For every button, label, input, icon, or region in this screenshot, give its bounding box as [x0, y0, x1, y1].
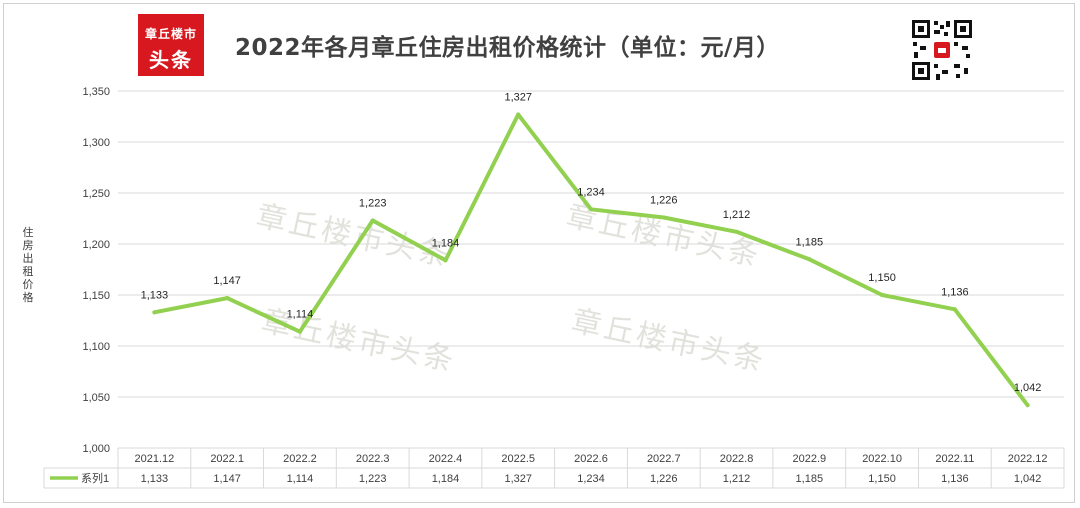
- data-label: 1,114: [287, 309, 314, 321]
- table-value: 1,327: [504, 473, 532, 485]
- data-point: [880, 293, 885, 297]
- y-tick-label: 1,250: [82, 188, 110, 200]
- chart-title: 2022年各月章丘住房出租价格统计（单位：元/月）: [235, 35, 780, 61]
- data-label: 1,147: [213, 275, 241, 287]
- x-tick-label: 2022.1: [210, 453, 244, 465]
- x-tick-label: 2022.12: [1008, 453, 1048, 465]
- data-point: [1025, 403, 1030, 408]
- x-tick-label: 2022.3: [356, 453, 390, 465]
- y-tick-label: 1,050: [82, 392, 110, 404]
- data-point: [152, 310, 157, 315]
- data-label: 1,185: [796, 236, 824, 248]
- y-tick-label: 1,150: [82, 290, 110, 302]
- y-tick-label: 1,300: [82, 137, 110, 149]
- table-value: 1,150: [868, 473, 896, 485]
- data-label: 1,327: [504, 91, 532, 103]
- legend-label: 系列1: [81, 471, 109, 485]
- data-point: [952, 307, 957, 312]
- x-tick-label: 2022.4: [429, 453, 463, 465]
- x-tick-label: 2022.10: [862, 453, 902, 465]
- table-value: 1,136: [941, 473, 969, 485]
- data-point: [297, 329, 302, 334]
- table-value: 1,133: [141, 473, 169, 485]
- data-point: [734, 229, 739, 234]
- table-value: 1,042: [1014, 473, 1042, 485]
- chart-frame: [3, 3, 1075, 503]
- data-point: [516, 112, 521, 117]
- data-label: 1,223: [359, 198, 387, 210]
- qr-code-icon: [910, 18, 974, 82]
- x-tick-label: 2022.2: [283, 453, 317, 465]
- x-tick-label: 2022.11: [935, 453, 974, 465]
- data-point: [589, 207, 593, 212]
- table-value: 1,184: [432, 473, 460, 485]
- data-label: 1,150: [868, 272, 896, 284]
- watermark-text: 章丘楼市头条: [568, 304, 769, 379]
- data-label: 1,042: [1014, 382, 1042, 394]
- x-tick-label: 2022.6: [574, 453, 608, 465]
- data-label: 1,226: [650, 194, 678, 206]
- data-label: 1,184: [432, 237, 460, 249]
- logo-line2: 头条: [149, 48, 193, 72]
- x-tick-label: 2022.8: [720, 453, 754, 465]
- table-value: 1,114: [287, 473, 314, 485]
- y-tick-label: 1,000: [82, 443, 110, 455]
- x-tick-label: 2022.9: [792, 453, 826, 465]
- table-value: 1,234: [577, 473, 605, 485]
- logo-line1: 章丘楼市: [144, 27, 197, 41]
- y-axis-label: 住房出租价格: [22, 226, 34, 304]
- table-value: 1,212: [723, 473, 751, 485]
- data-point: [661, 215, 666, 220]
- x-tick-label: 2022.5: [501, 453, 535, 465]
- x-tick-label: 2022.7: [647, 453, 681, 465]
- x-tick-label: 2021.12: [135, 453, 175, 465]
- data-point: [807, 257, 812, 262]
- table-value: 1,147: [213, 473, 241, 485]
- data-point: [443, 258, 448, 263]
- y-tick-label: 1,200: [82, 239, 110, 251]
- table-value: 1,185: [796, 473, 824, 485]
- data-label: 1,133: [141, 289, 169, 301]
- logo: 章丘楼市 头条: [138, 14, 204, 76]
- data-point: [370, 218, 375, 223]
- data-point: [225, 296, 230, 301]
- data-label: 1,234: [577, 186, 605, 198]
- data-label: 1,136: [941, 286, 969, 298]
- series-line: [152, 112, 1030, 408]
- y-tick-label: 1,100: [82, 341, 110, 353]
- data-label: 1,212: [723, 209, 751, 221]
- table-value: 1,223: [359, 473, 387, 485]
- y-tick-label: 1,350: [82, 86, 110, 98]
- watermark-text: 章丘楼市头条: [253, 199, 454, 274]
- table-value: 1,226: [650, 473, 678, 485]
